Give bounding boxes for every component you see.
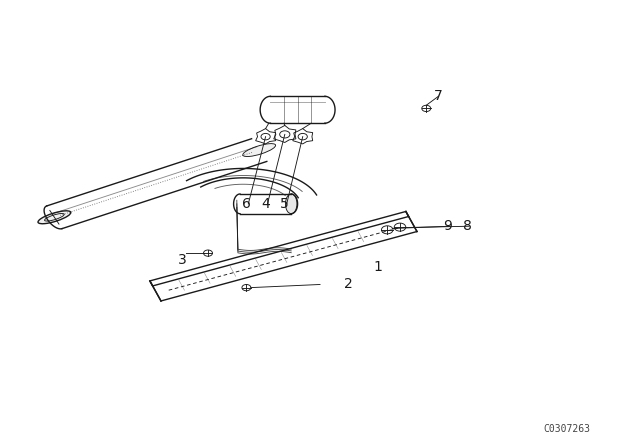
Text: 6: 6 bbox=[242, 197, 251, 211]
Text: 5: 5 bbox=[280, 197, 289, 211]
Circle shape bbox=[204, 250, 212, 256]
Text: 1: 1 bbox=[373, 259, 382, 274]
Circle shape bbox=[394, 223, 406, 231]
Text: 3: 3 bbox=[178, 253, 187, 267]
Ellipse shape bbox=[285, 194, 297, 214]
Ellipse shape bbox=[243, 144, 276, 156]
Text: 4: 4 bbox=[261, 197, 270, 211]
Text: 8: 8 bbox=[463, 219, 472, 233]
Circle shape bbox=[381, 226, 393, 234]
Circle shape bbox=[242, 284, 251, 291]
Text: C0307263: C0307263 bbox=[543, 424, 590, 434]
Text: 9: 9 bbox=[444, 219, 452, 233]
Text: 7: 7 bbox=[434, 89, 443, 103]
Ellipse shape bbox=[38, 211, 71, 224]
Text: 2: 2 bbox=[344, 277, 353, 292]
Circle shape bbox=[422, 105, 431, 112]
